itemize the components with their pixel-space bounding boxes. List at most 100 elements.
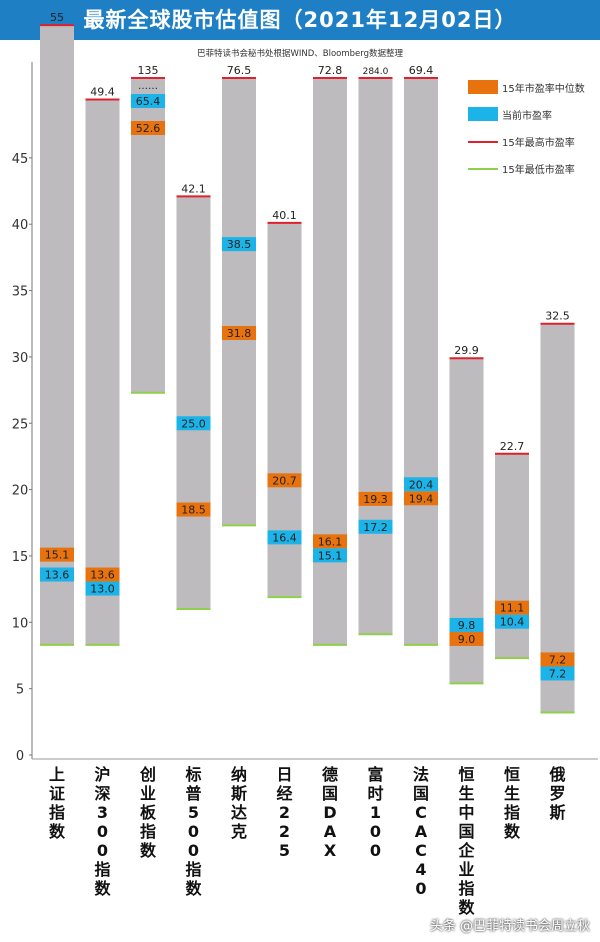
category-label-char: 0 — [188, 822, 199, 841]
current-pe-marker — [313, 548, 347, 563]
current-pe-marker — [85, 581, 120, 596]
category-label-char: 2 — [279, 803, 290, 822]
y-tick-label: 30 — [12, 351, 29, 366]
high-pe-label: 284.0 — [363, 67, 389, 77]
category-label-char: 指 — [185, 860, 201, 879]
median-pe-label: 52.6 — [136, 122, 161, 135]
category-label-char: C — [415, 803, 427, 822]
category-label-char: 经 — [276, 784, 292, 803]
y-tick-label: 35 — [12, 285, 29, 300]
category-label-char: 上 — [49, 765, 65, 784]
high-pe-label: 29.9 — [454, 344, 479, 357]
median-pe-label: 15.1 — [45, 549, 70, 562]
current-pe-marker — [358, 519, 393, 534]
high-pe-label: 135 — [138, 64, 159, 77]
current-pe-marker — [267, 530, 302, 545]
category-label-char: X — [324, 841, 337, 860]
median-pe-marker — [85, 567, 120, 582]
range-bar — [176, 196, 211, 610]
category-label-char: 纳 — [231, 765, 247, 784]
category-label-char: 指 — [94, 860, 110, 879]
category-label-char: 创 — [139, 765, 156, 784]
high-pe-label: 42.1 — [181, 182, 206, 195]
high-pe-label: 22.7 — [500, 440, 525, 453]
median-pe-marker — [131, 121, 165, 135]
current-pe-marker — [540, 666, 575, 681]
category-label-char: 4 — [415, 860, 426, 879]
category-label-char: 0 — [188, 841, 199, 860]
axis-break-mark: …… — [138, 81, 158, 92]
median-pe-marker — [267, 473, 302, 488]
category-label-char: 斯 — [231, 784, 247, 803]
legend-swatch — [468, 80, 498, 94]
category-label-char: 数 — [94, 879, 111, 898]
high-pe-label: 40.1 — [272, 209, 297, 222]
category-label-char: 恒 — [504, 765, 520, 784]
median-pe-marker — [313, 534, 347, 549]
category-label-char: 指 — [504, 803, 520, 822]
median-pe-marker — [358, 491, 393, 506]
range-bar — [540, 323, 575, 713]
current-pe-marker — [404, 477, 438, 492]
legend-label: 15年最高市盈率 — [502, 136, 575, 149]
current-pe-label: 13.6 — [45, 569, 70, 582]
high-pe-label: 76.5 — [227, 64, 252, 77]
current-pe-label: 38.5 — [227, 238, 252, 251]
legend-swatch — [468, 107, 498, 121]
category-label-char: 富 — [367, 765, 383, 784]
range-bar — [358, 78, 393, 635]
category-label-char: 5 — [188, 803, 199, 822]
category-label-char: 0 — [97, 841, 108, 860]
current-pe-label: 17.2 — [363, 521, 388, 534]
current-pe-marker — [40, 567, 74, 582]
category-label-char: 深 — [94, 784, 110, 803]
y-tick-label: 20 — [12, 484, 29, 499]
current-pe-label: 20.4 — [409, 478, 434, 491]
category-label-char: 0 — [97, 822, 108, 841]
median-pe-marker — [40, 547, 74, 562]
chart-title: 最新全球股市估值图（2021年12月02日） — [0, 0, 600, 40]
category-label-char: 生 — [504, 784, 520, 803]
range-bar — [222, 78, 256, 526]
category-label-char: 指 — [140, 822, 156, 841]
y-tick-label: 5 — [16, 683, 24, 698]
category-label-char: 斯 — [549, 803, 565, 822]
current-pe-label: 10.4 — [500, 616, 525, 629]
legend-label: 15年市盈率中位数 — [502, 82, 585, 95]
watermark: 头条 @巴菲特读书会周立秋 — [429, 919, 590, 934]
current-pe-marker — [449, 617, 484, 632]
category-label-char: 企 — [457, 841, 475, 860]
y-tick-label: 25 — [12, 417, 29, 432]
median-pe-label: 19.3 — [363, 493, 388, 506]
category-label-char: A — [415, 822, 428, 841]
median-pe-label: 13.6 — [90, 569, 115, 582]
category-label-char: 业 — [140, 784, 156, 803]
category-label-char: 指 — [458, 879, 474, 898]
category-label-char: 5 — [279, 841, 290, 860]
median-pe-marker — [540, 652, 575, 667]
category-label-char: 日 — [276, 765, 292, 784]
current-pe-label: 25.0 — [181, 417, 206, 430]
category-label-char: 沪 — [94, 765, 110, 784]
median-pe-marker — [176, 502, 211, 517]
category-label-char: 国 — [322, 784, 338, 803]
current-pe-label: 16.4 — [272, 531, 297, 544]
category-label-char: 国 — [458, 822, 474, 841]
y-tick-label: 10 — [12, 616, 29, 631]
high-pe-label: 55 — [50, 11, 64, 24]
category-label-char: 时 — [367, 784, 383, 803]
current-pe-label: 15.1 — [318, 549, 343, 562]
median-pe-label: 16.1 — [318, 535, 343, 548]
category-label-char: 0 — [415, 879, 426, 898]
median-pe-marker — [404, 491, 438, 506]
range-bar — [40, 25, 74, 645]
current-pe-marker — [222, 237, 256, 252]
range-bar — [85, 99, 120, 645]
category-label-char: 1 — [370, 803, 381, 822]
category-label-char: 德 — [322, 765, 338, 784]
category-label-char: 标 — [184, 765, 201, 784]
legend-label: 15年最低市盈率 — [502, 163, 575, 176]
category-label-char: 2 — [279, 822, 290, 841]
category-label-char: 恒 — [458, 765, 474, 784]
